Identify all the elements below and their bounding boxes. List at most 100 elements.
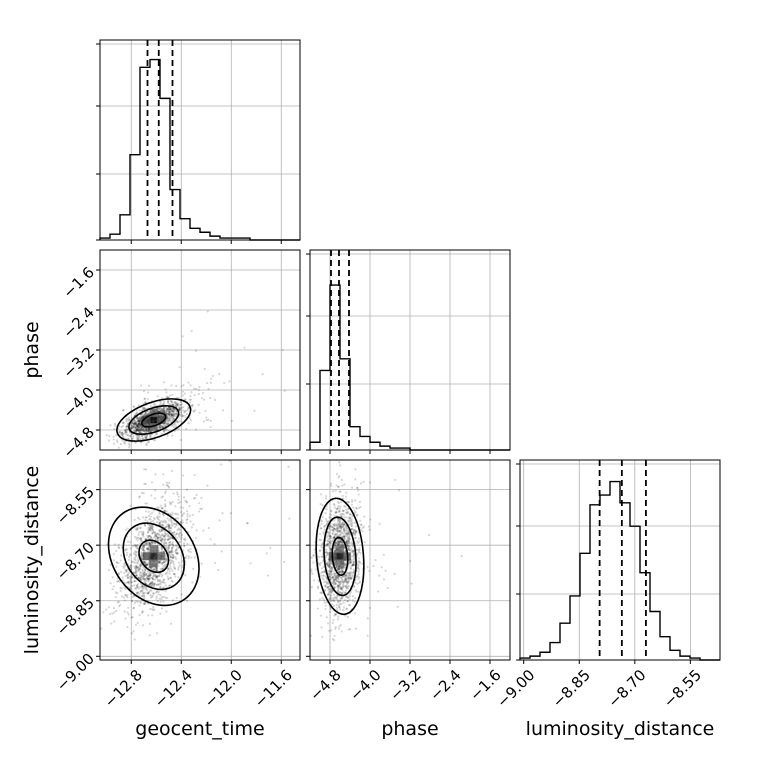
sample-point bbox=[117, 580, 120, 583]
sample-point bbox=[330, 570, 333, 573]
sample-point bbox=[180, 409, 183, 412]
sample-point bbox=[185, 488, 189, 491]
sample-point bbox=[354, 536, 358, 539]
sample-point bbox=[166, 571, 169, 574]
sample-point bbox=[169, 408, 172, 411]
sample-point bbox=[145, 427, 148, 430]
sample-point bbox=[246, 522, 249, 525]
sample-point bbox=[166, 517, 169, 520]
sample-point bbox=[141, 491, 144, 494]
sample-point bbox=[160, 538, 163, 542]
sample-point bbox=[342, 601, 345, 604]
sample-point bbox=[221, 511, 224, 515]
sample-point bbox=[337, 567, 341, 571]
sample-point bbox=[159, 581, 162, 584]
sample-point bbox=[331, 576, 334, 579]
sample-point bbox=[269, 546, 272, 550]
sample-point bbox=[132, 423, 136, 426]
sample-point bbox=[167, 545, 170, 548]
sample-point bbox=[357, 414, 359, 416]
density-contour bbox=[107, 506, 200, 607]
sample-point bbox=[165, 411, 168, 414]
sample-point bbox=[352, 528, 355, 532]
sample-point bbox=[158, 522, 161, 525]
sample-point bbox=[336, 594, 339, 597]
sample-point bbox=[134, 422, 138, 425]
sample-point bbox=[333, 536, 336, 539]
sample-point bbox=[335, 597, 338, 600]
sample-point bbox=[324, 580, 327, 583]
sample-point bbox=[134, 421, 137, 425]
sample-point bbox=[140, 417, 143, 421]
sample-point bbox=[161, 562, 164, 565]
sample-point bbox=[115, 561, 118, 564]
sample-point bbox=[188, 398, 192, 401]
density-contour bbox=[315, 497, 365, 616]
sample-point bbox=[328, 534, 331, 538]
sample-point bbox=[337, 618, 340, 621]
sample-point bbox=[171, 393, 174, 397]
sample-point bbox=[171, 521, 174, 525]
sample-point bbox=[156, 574, 159, 577]
sample-point bbox=[345, 607, 348, 610]
sample-point bbox=[337, 485, 340, 489]
sample-point bbox=[132, 425, 136, 428]
sample-point bbox=[183, 410, 186, 413]
sample-point bbox=[136, 424, 139, 427]
sample-point bbox=[172, 412, 176, 416]
sample-point bbox=[166, 534, 170, 538]
sample-point bbox=[177, 534, 181, 537]
sample-point bbox=[173, 408, 176, 411]
sample-point bbox=[139, 425, 142, 428]
sample-point bbox=[372, 564, 375, 568]
sample-point bbox=[339, 464, 342, 467]
sample-point bbox=[322, 570, 325, 573]
sample-point bbox=[342, 580, 346, 583]
sample-point bbox=[202, 529, 205, 532]
sample-point bbox=[156, 536, 160, 540]
sample-point bbox=[155, 590, 159, 593]
sample-point bbox=[356, 574, 359, 578]
sample-point bbox=[166, 416, 169, 420]
sample-point bbox=[135, 591, 138, 594]
sample-point bbox=[190, 556, 193, 559]
sample-point bbox=[186, 409, 189, 412]
sample-point bbox=[191, 403, 194, 407]
sample-point bbox=[135, 567, 138, 570]
sample-point bbox=[347, 546, 350, 549]
sample-point bbox=[143, 482, 146, 485]
scatter-panel-geocent_time-phase bbox=[96, 249, 301, 454]
sample-point bbox=[164, 409, 167, 412]
sample-point bbox=[135, 566, 138, 569]
sample-point bbox=[174, 408, 177, 412]
sample-point bbox=[344, 564, 347, 567]
sample-point bbox=[146, 413, 149, 416]
sample-point bbox=[343, 530, 346, 533]
sample-point bbox=[316, 607, 320, 610]
sample-point bbox=[181, 414, 184, 417]
sample-point bbox=[347, 519, 350, 522]
sample-point bbox=[134, 422, 137, 426]
histogram-geocent_time bbox=[99, 58, 300, 241]
sample-point bbox=[333, 572, 337, 575]
sample-point bbox=[350, 499, 354, 502]
sample-point bbox=[137, 429, 140, 432]
sample-point bbox=[167, 406, 170, 409]
sample-point bbox=[168, 501, 171, 504]
sample-point bbox=[153, 542, 156, 545]
sample-point bbox=[335, 577, 338, 580]
sample-point bbox=[310, 586, 314, 589]
sample-point bbox=[321, 570, 324, 574]
sample-point bbox=[177, 568, 180, 571]
sample-point bbox=[134, 508, 137, 511]
sample-point bbox=[343, 538, 346, 541]
sample-point bbox=[339, 570, 343, 573]
sample-point bbox=[340, 592, 343, 595]
sample-point bbox=[333, 536, 336, 539]
sample-point bbox=[378, 522, 381, 525]
sample-point bbox=[330, 570, 333, 573]
sample-point bbox=[170, 549, 173, 553]
sample-point bbox=[189, 418, 193, 422]
sample-point bbox=[145, 429, 148, 432]
sample-point bbox=[145, 436, 148, 439]
